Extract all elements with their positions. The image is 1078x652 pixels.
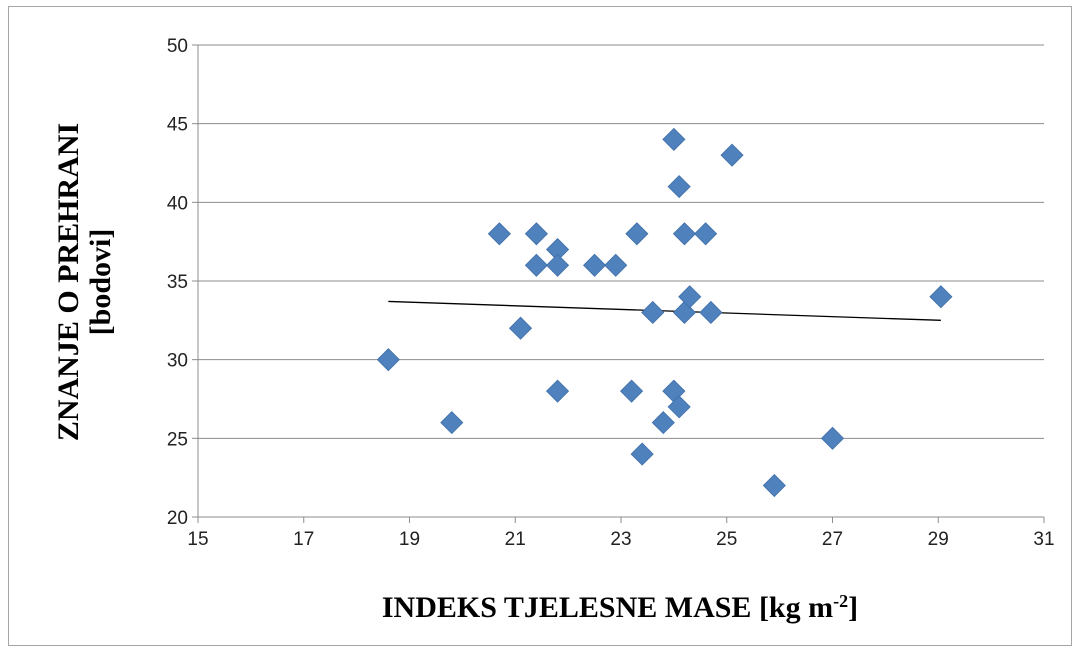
x-tick-label: 31 bbox=[1033, 529, 1054, 550]
data-point bbox=[651, 411, 675, 435]
x-tick-label: 19 bbox=[399, 529, 420, 550]
data-point bbox=[487, 222, 511, 246]
data-point bbox=[524, 222, 548, 246]
y-tick-label: 20 bbox=[167, 508, 188, 529]
axes bbox=[192, 44, 1045, 523]
x-tick-label: 27 bbox=[822, 529, 843, 550]
y-axis-title-line2: [bodovi] bbox=[84, 229, 117, 336]
x-tick-label: 15 bbox=[187, 529, 208, 550]
data-point bbox=[699, 300, 723, 325]
chart-frame bbox=[8, 6, 1072, 646]
data-point bbox=[720, 143, 744, 167]
data-point bbox=[440, 411, 464, 435]
x-tick-label: 17 bbox=[293, 529, 314, 550]
data-point bbox=[630, 442, 654, 466]
data-point bbox=[524, 253, 548, 277]
y-tick-label: 45 bbox=[167, 115, 188, 136]
data-point bbox=[667, 395, 691, 419]
y-tick-labels: 20 25 30 35 40 45 50 bbox=[167, 36, 188, 529]
y-axis-title-line1: ZNANJE O PREHRANI bbox=[52, 123, 85, 441]
data-point bbox=[929, 285, 953, 309]
data-point bbox=[604, 253, 628, 277]
y-tick-label: 40 bbox=[167, 193, 188, 214]
trendline bbox=[388, 300, 941, 321]
data-point bbox=[508, 316, 533, 340]
data-point bbox=[678, 285, 702, 309]
x-tick-label: 25 bbox=[716, 529, 737, 550]
x-tick-labels: 15 17 19 21 23 25 27 29 31 bbox=[187, 529, 1054, 550]
data-point bbox=[620, 379, 644, 403]
data-point bbox=[694, 222, 718, 246]
data-points bbox=[376, 127, 953, 498]
x-axis-title: INDEKS TJELESNE MASE [kg m-2] bbox=[382, 591, 858, 624]
y-tick-label: 30 bbox=[167, 351, 188, 372]
data-point bbox=[582, 253, 607, 277]
data-point bbox=[672, 222, 697, 246]
data-point bbox=[376, 348, 400, 372]
y-tick-label: 35 bbox=[167, 272, 188, 293]
data-point bbox=[545, 379, 570, 403]
y-tick-label: 25 bbox=[167, 429, 188, 450]
gridlines bbox=[198, 44, 1044, 439]
data-point bbox=[625, 222, 649, 246]
trendline-group bbox=[388, 300, 941, 321]
x-tick-label: 21 bbox=[505, 529, 526, 550]
data-point bbox=[667, 175, 691, 199]
data-point bbox=[662, 127, 686, 151]
data-point bbox=[820, 426, 845, 450]
x-tick-label: 29 bbox=[928, 529, 949, 550]
y-tick-label: 50 bbox=[167, 36, 188, 57]
x-tick-label: 23 bbox=[610, 529, 631, 550]
data-point bbox=[762, 473, 786, 498]
data-point bbox=[641, 300, 665, 325]
data-point bbox=[545, 253, 570, 277]
y-axis-title: ZNANJE O PREHRANI [bodovi] bbox=[52, 123, 117, 441]
